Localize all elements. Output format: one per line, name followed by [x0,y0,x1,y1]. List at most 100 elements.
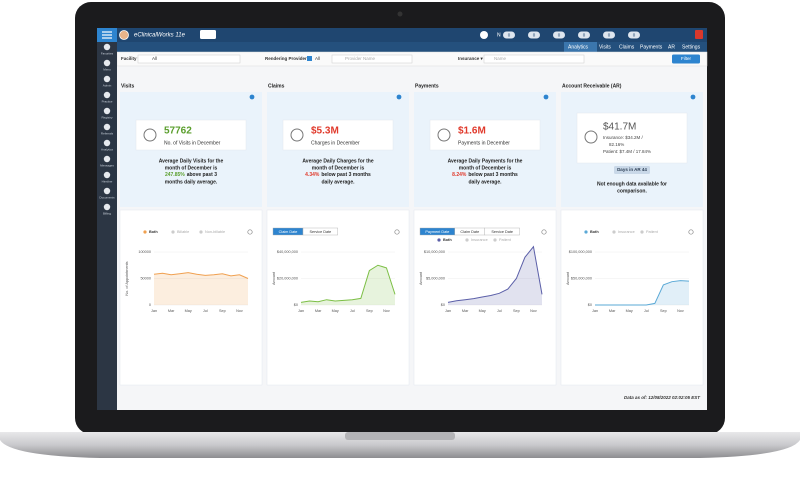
metric-value: 57762 [164,126,192,137]
avatar[interactable] [119,30,129,40]
summary-line: month of December is [312,165,365,171]
help-icon[interactable] [543,94,549,100]
legend-label[interactable]: Patient [499,238,512,242]
x-tick-label: Nov [383,309,390,313]
legend-label[interactable]: Patient [646,230,659,234]
tab[interactable]: Visits [599,44,611,50]
sidebar-label[interactable]: Billing [103,211,111,215]
counter-pill[interactable] [578,31,590,39]
metric-value: $5.3M [311,126,339,137]
settings-icon[interactable] [394,229,400,235]
toggle-label[interactable]: Claim Date [279,230,298,234]
checkbox[interactable] [307,56,312,61]
tab[interactable]: Payments [640,44,663,50]
sidebar-icon[interactable] [103,155,111,163]
legend-label[interactable]: Billable [177,230,189,234]
toggle-label[interactable]: Service Date [310,230,332,234]
legend-dot[interactable] [437,238,441,242]
y-tick-label: 50000 [140,277,151,281]
tab[interactable]: AR [668,44,675,50]
legend-dot[interactable] [465,238,469,242]
legend-dot[interactable] [640,230,644,234]
sidebar-icon[interactable] [103,91,111,99]
x-tick-label: Nov [677,309,684,313]
counter-pill[interactable] [553,31,565,39]
highlight: 247.85% [165,172,185,178]
tab[interactable]: Claims [619,44,635,50]
legend-label[interactable]: Insurance [471,238,488,242]
filter-button[interactable] [672,54,700,64]
summary-text: above past 3 [187,172,218,178]
toggle-label[interactable]: Claim Date [460,230,479,234]
y-tick-label: $0 [294,303,298,307]
globe-icon[interactable] [480,31,488,39]
legend-label[interactable]: Insurance [618,230,635,234]
legend-label[interactable]: Both [590,230,599,234]
counter-pill[interactable] [503,31,515,39]
x-tick-label: Mar [462,309,469,313]
y-tick-label: 100000 [138,250,151,254]
counter-pill[interactable] [528,31,540,39]
highlight: 4.34% [305,172,320,178]
facility-select[interactable] [137,54,241,64]
provider-input[interactable] [331,54,413,64]
counter-pill[interactable] [603,31,615,39]
help-icon[interactable] [396,94,402,100]
toggle-label[interactable]: Service Date [491,230,513,234]
legend-label[interactable]: Both [149,230,158,234]
legend-label[interactable]: Non-billable [205,230,225,234]
toggle-button[interactable] [484,227,520,236]
settings-icon[interactable] [541,229,547,235]
help-icon[interactable] [690,94,696,100]
sidebar-icon[interactable] [103,75,111,83]
filter-value: All [315,56,320,61]
sidebar-label[interactable]: Practice [102,99,113,103]
y-axis-title: Amount [419,271,423,285]
tab-active[interactable] [564,42,597,52]
y-tick-label: $40,000,000 [277,250,298,254]
legend-dot[interactable] [493,238,497,242]
user-switch[interactable] [200,30,216,39]
summary-line: 4.34% below past 3 months [305,172,371,178]
sidebar-label[interactable]: Referrals [101,131,114,135]
notification[interactable] [695,30,703,39]
sidebar-label[interactable]: Hinsline [102,179,113,183]
x-tick-label: Sep [219,309,226,313]
sidebar-icon[interactable] [103,107,111,115]
sidebar-label[interactable]: Admin [103,83,112,87]
legend-dot[interactable] [143,230,147,234]
sidebar-icon[interactable] [103,139,111,147]
x-tick-label: Nov [236,309,243,313]
sidebar-label[interactable]: Menu [103,67,111,71]
sidebar-icon[interactable] [103,123,111,131]
sidebar-icon[interactable] [103,187,111,195]
sidebar-label[interactable]: Analytics [101,147,114,151]
toggle-button[interactable] [302,227,338,236]
sidebar-icon[interactable] [103,59,111,67]
settings-icon[interactable] [688,229,694,235]
sidebar-icon[interactable] [103,171,111,179]
chart-card [119,209,263,386]
x-tick-label: Mar [609,309,616,313]
legend-dot[interactable] [612,230,616,234]
legend-dot[interactable] [584,230,588,234]
toggle-label[interactable]: Payment Date [425,230,449,234]
tab[interactable]: Analytics [568,44,589,50]
sidebar-icon[interactable] [103,43,111,51]
legend-dot[interactable] [171,230,175,234]
sidebar-label[interactable]: Registry [101,115,113,119]
sidebar-label[interactable]: Documents [99,195,115,199]
filter-button-label[interactable]: Filter [681,56,692,61]
legend-dot[interactable] [199,230,203,234]
tab[interactable]: Settings [682,44,701,50]
sidebar-label[interactable]: Messages [100,163,114,167]
insurance-input[interactable] [483,54,585,64]
metric-icon [143,128,157,142]
sidebar-label[interactable]: Favorites [101,51,114,55]
help-icon[interactable] [249,94,255,100]
counter-pill[interactable] [628,31,640,39]
x-tick-label: Sep [513,309,520,313]
legend-label[interactable]: Both [443,238,452,242]
sidebar-icon[interactable] [103,203,111,211]
settings-icon[interactable] [247,229,253,235]
